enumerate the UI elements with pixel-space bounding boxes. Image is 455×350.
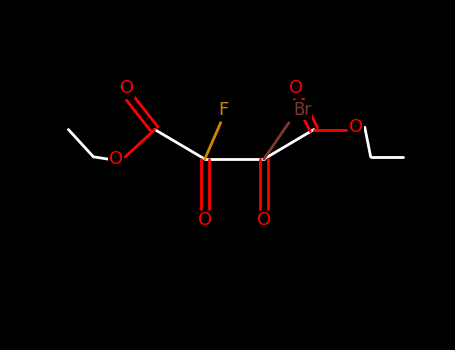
Text: O: O xyxy=(288,79,303,97)
Text: O: O xyxy=(349,118,363,136)
Text: O: O xyxy=(257,211,271,230)
Text: O: O xyxy=(109,150,123,168)
Text: O: O xyxy=(121,79,135,97)
Text: F: F xyxy=(218,101,228,119)
Text: Br: Br xyxy=(293,101,312,119)
Text: O: O xyxy=(198,211,212,230)
